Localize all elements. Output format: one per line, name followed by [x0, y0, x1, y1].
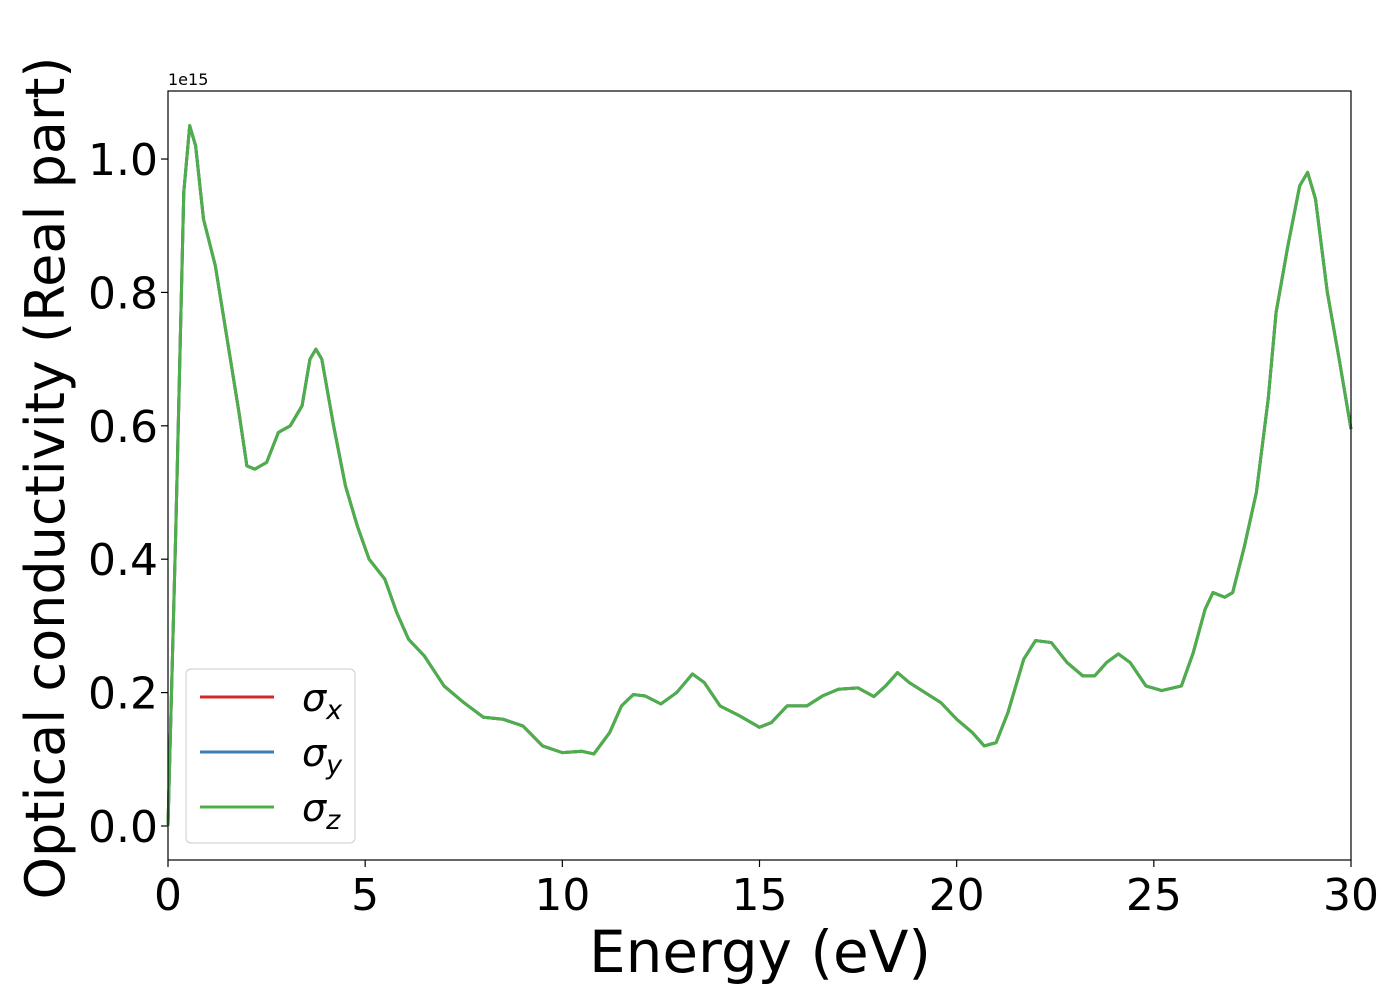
x-tick-label: 10 — [534, 870, 590, 921]
y-tick-label: 1.0 — [88, 135, 158, 186]
x-tick-label: 25 — [1126, 870, 1182, 921]
x-tick-label: 30 — [1323, 870, 1379, 921]
legend-label: σy — [302, 731, 343, 781]
y-tick-label: 0.6 — [88, 402, 158, 453]
y-tick-label: 0.2 — [88, 669, 158, 720]
y-tick-label: 0.8 — [88, 268, 158, 319]
x-tick-label: 20 — [929, 870, 985, 921]
y-tick-label: 0.0 — [88, 802, 158, 853]
x-tick-label: 0 — [154, 870, 182, 921]
legend-box — [185, 668, 356, 844]
line-series — [166, 124, 1353, 827]
legend-label: σz — [302, 786, 341, 836]
x-axis-label: Energy (eV) — [589, 918, 931, 986]
plot-frame — [167, 90, 1352, 861]
legend-label: σx — [302, 676, 343, 726]
y-tick-label: 0.4 — [88, 535, 158, 586]
y-offset-label: 1e15 — [168, 70, 208, 89]
x-tick-label: 15 — [732, 870, 788, 921]
y-axis-label: Optical conductivity (Real part) — [14, 57, 77, 900]
x-tick-label: 5 — [351, 870, 379, 921]
